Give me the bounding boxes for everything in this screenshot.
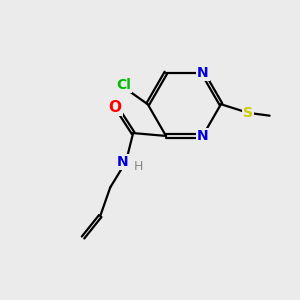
Text: H: H bbox=[133, 160, 143, 173]
Text: N: N bbox=[197, 65, 208, 80]
Text: N: N bbox=[117, 155, 128, 169]
Text: O: O bbox=[109, 100, 122, 115]
Text: N: N bbox=[197, 129, 208, 143]
Text: Cl: Cl bbox=[116, 78, 131, 92]
Text: S: S bbox=[243, 106, 253, 120]
